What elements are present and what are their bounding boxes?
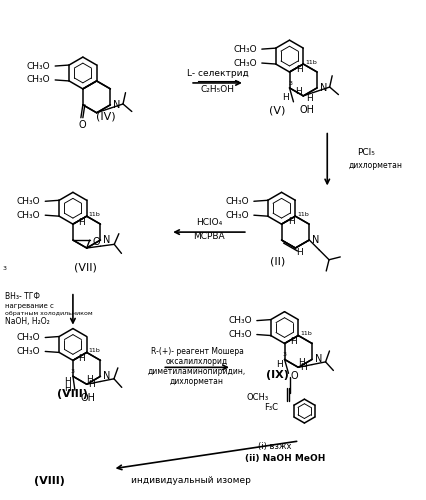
Text: 3: 3 xyxy=(3,266,6,272)
Text: CH₃O: CH₃O xyxy=(26,62,50,70)
Text: H: H xyxy=(64,377,71,386)
Text: H: H xyxy=(297,358,304,367)
Text: OH: OH xyxy=(81,393,96,403)
Text: H: H xyxy=(299,363,306,372)
Text: N: N xyxy=(319,83,327,93)
Text: CH₃O: CH₃O xyxy=(225,197,248,206)
Text: H: H xyxy=(78,218,85,226)
Text: CH₃O: CH₃O xyxy=(227,330,251,339)
Text: OH: OH xyxy=(299,105,314,115)
Text: H: H xyxy=(294,88,301,96)
Text: (VII): (VII) xyxy=(74,263,97,273)
Text: N: N xyxy=(103,235,111,245)
Text: H: H xyxy=(64,384,71,392)
Text: O: O xyxy=(93,237,100,247)
Text: 3: 3 xyxy=(71,369,75,374)
Text: (II): (II) xyxy=(269,257,285,267)
Text: NaOH, H₂O₂: NaOH, H₂O₂ xyxy=(6,317,50,326)
Text: (V): (V) xyxy=(269,106,285,116)
Text: 3: 3 xyxy=(288,82,292,86)
Text: H: H xyxy=(86,375,93,384)
Text: (VIII): (VIII) xyxy=(58,389,88,399)
Text: H: H xyxy=(305,94,312,104)
Text: CH₃O: CH₃O xyxy=(26,76,50,84)
Text: N: N xyxy=(113,100,121,110)
Text: дихлорметан: дихлорметан xyxy=(348,161,402,170)
Text: (ii) NaOH MeOH: (ii) NaOH MeOH xyxy=(244,454,325,464)
Text: H: H xyxy=(295,64,302,74)
Text: N: N xyxy=(311,235,319,245)
Text: диметиламинопиридин,: диметиламинопиридин, xyxy=(148,367,246,376)
Text: H: H xyxy=(78,354,85,363)
Text: H: H xyxy=(289,337,296,346)
Text: H: H xyxy=(295,248,302,258)
Text: F₃C: F₃C xyxy=(264,402,278,411)
Text: (IV): (IV) xyxy=(96,112,115,122)
Text: O: O xyxy=(290,372,297,382)
Text: CH₃O: CH₃O xyxy=(225,210,248,220)
Text: R-(+)- реагент Мошера: R-(+)- реагент Мошера xyxy=(150,347,243,356)
Text: CH₃O: CH₃O xyxy=(17,333,40,342)
Text: H: H xyxy=(282,94,288,102)
Text: CH₃O: CH₃O xyxy=(233,44,256,54)
Text: BH₃- ТГФ: BH₃- ТГФ xyxy=(6,292,40,301)
Text: PCl₅: PCl₅ xyxy=(356,148,374,157)
Text: MCPBA: MCPBA xyxy=(193,232,225,240)
Text: CH₃O: CH₃O xyxy=(227,316,251,325)
Text: 11b: 11b xyxy=(305,60,316,64)
Text: OCH₃: OCH₃ xyxy=(246,392,268,402)
Text: H: H xyxy=(88,380,95,389)
Text: 3: 3 xyxy=(282,352,286,357)
Text: индивидуальный изомер: индивидуальный изомер xyxy=(130,476,250,485)
Text: дихлорметан: дихлорметан xyxy=(170,377,224,386)
Text: оксалилхлорид: оксалилхлорид xyxy=(166,357,227,366)
Text: 11b: 11b xyxy=(89,348,100,353)
Text: C₂H₅OH: C₂H₅OH xyxy=(201,86,234,94)
Text: CH₃O: CH₃O xyxy=(17,197,40,206)
Text: обратным холодильником: обратным холодильником xyxy=(6,311,93,316)
Text: CH₃O: CH₃O xyxy=(233,58,256,68)
Text: CH₃O: CH₃O xyxy=(17,347,40,356)
Text: H: H xyxy=(276,360,282,369)
Text: 11b: 11b xyxy=(89,212,100,216)
Text: H: H xyxy=(287,216,294,226)
Text: O: O xyxy=(78,120,86,130)
Text: 11b: 11b xyxy=(299,331,311,336)
Text: 11b: 11b xyxy=(296,212,308,216)
Text: (VIII): (VIII) xyxy=(34,476,64,486)
Text: N: N xyxy=(314,354,322,364)
Text: N: N xyxy=(103,372,111,382)
Text: (IX): (IX) xyxy=(265,370,288,380)
Text: (i) взжх: (i) взжх xyxy=(257,442,291,452)
Text: HClO₄: HClO₄ xyxy=(196,218,222,226)
Text: CH₃O: CH₃O xyxy=(17,210,40,220)
Text: L- селектрид: L- селектрид xyxy=(187,70,248,78)
Text: нагревание с: нагревание с xyxy=(6,302,54,308)
